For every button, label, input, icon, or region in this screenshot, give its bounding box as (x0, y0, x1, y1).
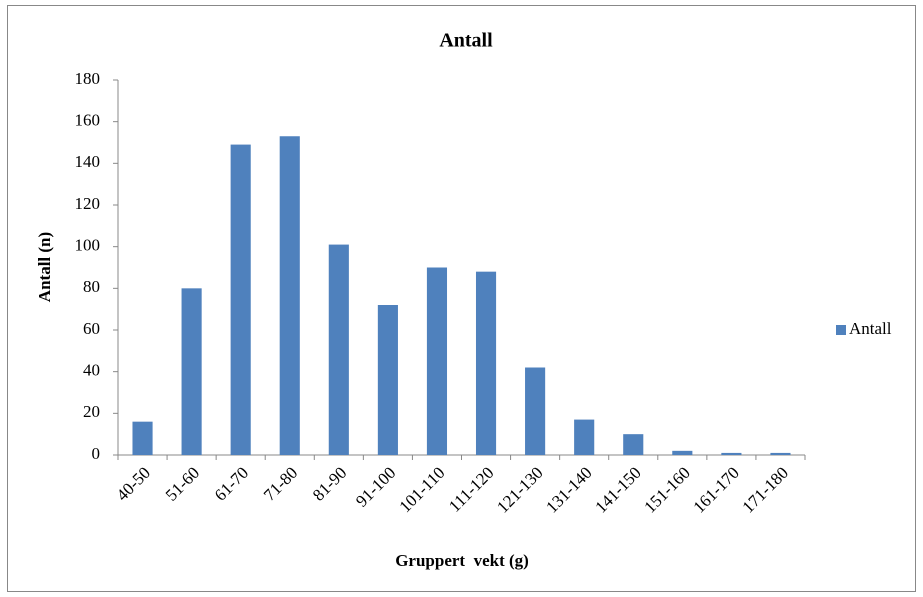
bar (377, 305, 398, 455)
y-tick-label: 140 (75, 152, 101, 171)
bar (230, 144, 251, 456)
bar (279, 136, 300, 455)
y-tick-label: 20 (83, 402, 100, 421)
y-tick-label: 160 (75, 111, 101, 130)
bar (132, 421, 153, 455)
y-tick-label: 180 (75, 69, 101, 88)
bar (574, 419, 595, 455)
bar (672, 450, 693, 455)
chart-title: Antall (439, 30, 493, 52)
bar (181, 288, 202, 455)
y-tick-label: 100 (75, 236, 101, 255)
x-axis-label: Gruppert vekt (g) (395, 551, 529, 570)
y-tick-label: 80 (83, 277, 100, 296)
bar (475, 271, 497, 455)
y-tick-label: 0 (92, 444, 101, 463)
y-tick-label: 40 (83, 361, 100, 380)
legend-swatch (836, 325, 846, 335)
bar (721, 452, 742, 455)
y-tick-label: 120 (75, 194, 101, 213)
bar (426, 267, 448, 455)
bar (770, 452, 791, 455)
chart-frame (7, 5, 916, 592)
bar (623, 434, 644, 455)
legend-label: Antall (849, 319, 892, 338)
bar (525, 367, 546, 455)
y-axis-label: Antall (n) (35, 232, 54, 302)
bar (328, 244, 349, 455)
y-tick-label: 60 (83, 319, 100, 338)
